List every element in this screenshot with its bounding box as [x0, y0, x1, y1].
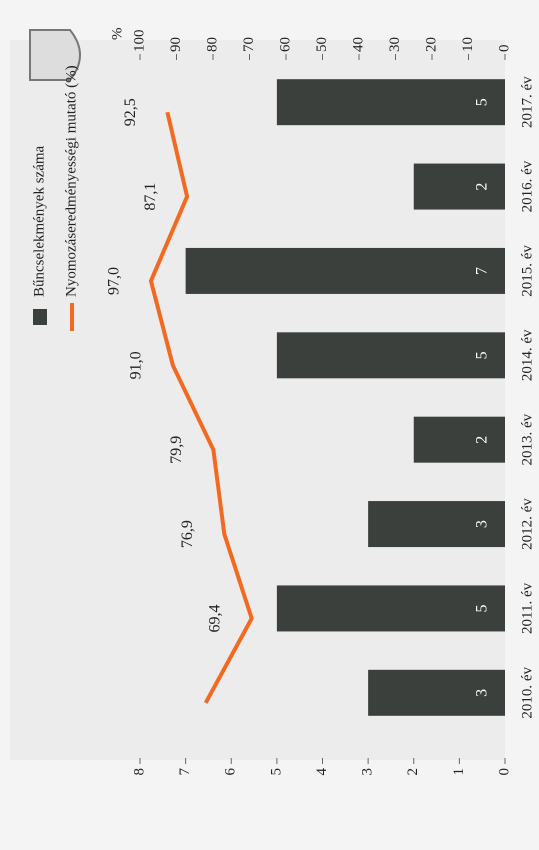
- x-tick-label: 2012. év: [519, 498, 535, 550]
- y-tick-label: 5: [268, 768, 284, 776]
- y2-tick-label: 0: [496, 45, 512, 53]
- legend-label: Bűncselekmények száma: [31, 145, 47, 297]
- rotated-chart: 0123456780102030405060708090100%35325725…: [10, 28, 535, 776]
- bar-label: 2: [474, 436, 491, 444]
- y-tick-label: 2: [405, 768, 421, 776]
- y-tick-label: 8: [131, 768, 147, 776]
- x-tick-label: 2014. év: [519, 329, 535, 381]
- line: [148, 111, 254, 704]
- line-label: 79,9: [168, 436, 185, 464]
- bar-label: 7: [474, 267, 491, 275]
- bar: [276, 79, 505, 126]
- y2-tick-label: 90: [168, 37, 184, 52]
- line-label: 92,5: [122, 98, 139, 126]
- line-label: 91,0: [128, 351, 145, 379]
- y2-tick-label: 20: [423, 37, 439, 52]
- y-tick-label: 6: [223, 768, 239, 776]
- line-label: 69,4: [206, 604, 223, 632]
- bar: [413, 416, 505, 463]
- line-label: 76,9: [179, 520, 196, 548]
- x-tick-label: 2015. év: [519, 245, 535, 297]
- x-tick-label: 2011. év: [519, 582, 535, 634]
- bar-label: 5: [474, 351, 491, 359]
- y2-tick-label: 50: [314, 37, 330, 52]
- y2-unit: %: [109, 28, 125, 41]
- bar: [276, 585, 505, 632]
- y2-tick-label: 30: [387, 37, 403, 52]
- bar-label: 5: [474, 604, 491, 612]
- bar: [413, 163, 505, 210]
- line-label: 87,1: [142, 183, 159, 211]
- y2-tick-label: 70: [241, 37, 257, 52]
- y-tick-label: 3: [360, 768, 376, 776]
- y-tick-label: 0: [496, 768, 512, 776]
- bar: [368, 501, 505, 548]
- legend-label: Nyomozáseredményességi mutató (%): [63, 65, 79, 297]
- y-tick-label: 7: [177, 768, 193, 776]
- y2-tick-label: 80: [204, 37, 220, 52]
- bar-label: 3: [474, 520, 491, 528]
- y2-tick-label: 100: [131, 30, 147, 53]
- bar-label: 2: [474, 183, 491, 191]
- bar: [185, 247, 505, 294]
- bar-label: 3: [474, 689, 491, 697]
- x-tick-label: 2013. év: [519, 413, 535, 465]
- y-tick-label: 4: [314, 768, 330, 776]
- bar: [368, 669, 505, 716]
- logo: [29, 29, 81, 81]
- bar: [276, 332, 505, 379]
- x-tick-label: 2017. év: [519, 76, 535, 128]
- x-tick-label: 2016. év: [519, 160, 535, 212]
- photo-backdrop: [10, 40, 505, 760]
- y2-tick-label: 60: [277, 37, 293, 52]
- x-tick-label: 2010. év: [519, 666, 535, 718]
- y2-tick-label: 40: [350, 37, 366, 52]
- y-tick-label: 1: [451, 768, 467, 776]
- line-label: 97,0: [106, 267, 123, 295]
- legend-swatch: [33, 309, 47, 325]
- bar-label: 5: [474, 98, 491, 106]
- y2-tick-label: 10: [460, 37, 476, 52]
